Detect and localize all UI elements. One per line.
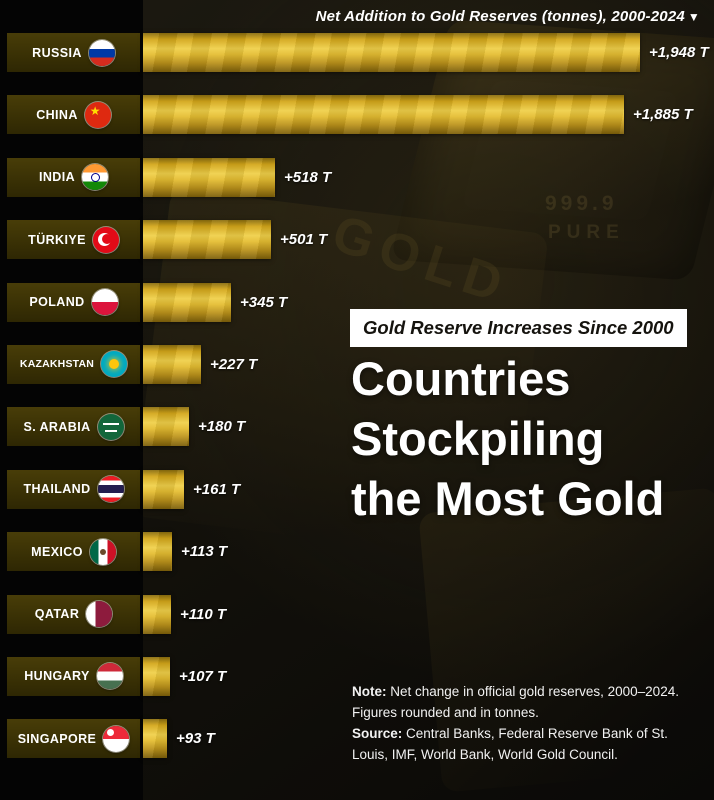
country-label: HUNGARY xyxy=(7,656,140,696)
country-label: SINGAPORE xyxy=(7,719,140,759)
gold-bar xyxy=(143,719,167,759)
flag-icon xyxy=(89,538,116,565)
country-name: INDIA xyxy=(38,170,76,185)
flag-icon xyxy=(97,476,124,503)
source-text: Central Banks, Federal Reserve Bank of S… xyxy=(352,725,668,762)
bar-value-label: +180 T xyxy=(198,418,246,436)
gold-bar xyxy=(143,407,189,447)
table-row: MEXICO +113 T xyxy=(0,532,714,572)
country-label: POLAND xyxy=(7,282,140,322)
bar-value-label: +107 T xyxy=(179,667,227,685)
gold-bar-engraving: 999.9 xyxy=(545,192,618,215)
country-label: KAZAKHSTAN xyxy=(7,344,140,384)
flag-icon xyxy=(86,601,113,628)
gold-bar xyxy=(143,33,640,72)
table-row: QATAR +110 T xyxy=(0,594,714,634)
country-name: HUNGARY xyxy=(24,669,90,684)
country-label: CHINA xyxy=(7,95,140,135)
chart-title: Net Addition to Gold Reserves (tonnes), … xyxy=(316,8,700,25)
country-name: KAZAKHSTAN xyxy=(19,358,95,371)
page-title: Countries Stockpiling the Most Gold xyxy=(351,352,665,525)
gold-bar xyxy=(143,469,184,509)
flag-icon xyxy=(101,351,128,378)
flag-icon xyxy=(97,413,124,440)
bar-value-label: +345 T xyxy=(240,293,288,311)
country-name: SINGAPORE xyxy=(17,731,97,746)
country-name: CHINA xyxy=(36,107,78,122)
country-name: QATAR xyxy=(34,607,80,622)
note-label: Note: xyxy=(352,684,387,699)
note-text: Net change in official gold reserves, 20… xyxy=(352,684,679,720)
flag-icon xyxy=(92,226,119,253)
bar-value-label: +501 T xyxy=(280,231,328,249)
table-row: TÜRKIYE +501 T xyxy=(0,220,714,260)
gold-bar xyxy=(143,594,171,634)
table-row: HUNGARY +107 T xyxy=(0,656,714,696)
source-line: Source: Central Banks, Federal Reserve B… xyxy=(352,724,704,766)
flag-icon xyxy=(84,101,111,128)
gold-bar xyxy=(143,282,231,322)
country-label: S. ARABIA xyxy=(7,407,140,447)
caret-down-icon: ▼ xyxy=(687,10,700,24)
bar-value-label: +93 T xyxy=(176,730,215,748)
flag-icon xyxy=(103,725,130,752)
gold-bar-engraving: PURE xyxy=(548,222,625,243)
country-label: INDIA xyxy=(7,157,140,197)
chart-title-text: Net Addition to Gold Reserves (tonnes), … xyxy=(315,8,685,25)
country-name: POLAND xyxy=(29,295,85,310)
bar-value-label: +1,948 T xyxy=(649,44,709,61)
bar-value-label: +227 T xyxy=(210,355,258,373)
country-label: THAILAND xyxy=(7,469,140,509)
flag-icon xyxy=(88,39,115,66)
country-name: THAILAND xyxy=(23,482,91,497)
table-row: KAZAKHSTAN +227 T xyxy=(0,344,714,384)
country-label: QATAR xyxy=(7,594,140,634)
bar-value-label: +161 T xyxy=(193,480,241,498)
note-line: Note: Net change in official gold reserv… xyxy=(352,682,704,724)
source-label: Source: xyxy=(352,725,403,741)
footnote: Note: Net change in official gold reserv… xyxy=(352,682,704,766)
country-name: MEXICO xyxy=(31,544,83,559)
flag-icon xyxy=(91,289,118,316)
bar-value-label: +110 T xyxy=(180,605,227,623)
table-row: POLAND +345 T xyxy=(0,282,714,322)
flag-icon xyxy=(82,164,109,191)
gold-bar xyxy=(143,532,172,572)
flag-icon xyxy=(96,663,123,690)
table-row: RUSSIA +1,948 T xyxy=(0,33,714,72)
bar-chart: RUSSIA +1,948 T CHINA +1,885 T INDIA +51… xyxy=(0,33,714,782)
bar-value-label: +113 T xyxy=(181,543,228,561)
bar-value-label: +518 T xyxy=(284,168,332,186)
country-label: RUSSIA xyxy=(7,33,140,72)
table-row: S. ARABIA +180 T xyxy=(0,407,714,447)
gold-bar xyxy=(143,220,271,260)
country-name: S. ARABIA xyxy=(23,419,91,434)
country-name: TÜRKIYE xyxy=(28,232,86,247)
country-label: TÜRKIYE xyxy=(7,220,140,260)
gold-bar xyxy=(143,157,275,197)
country-name: RUSSIA xyxy=(32,45,82,60)
gold-bar xyxy=(143,344,201,384)
country-label: MEXICO xyxy=(7,532,140,572)
table-row: SINGAPORE +93 T xyxy=(0,719,714,759)
bar-value-label: +1,885 T xyxy=(633,106,693,124)
table-row: CHINA +1,885 T xyxy=(0,95,714,135)
table-row: INDIA +518 T xyxy=(0,157,714,197)
subtitle-badge: Gold Reserve Increases Since 2000 xyxy=(350,309,687,347)
gold-bar xyxy=(143,656,170,696)
gold-bar xyxy=(143,95,624,135)
table-row: THAILAND +161 T xyxy=(0,469,714,509)
